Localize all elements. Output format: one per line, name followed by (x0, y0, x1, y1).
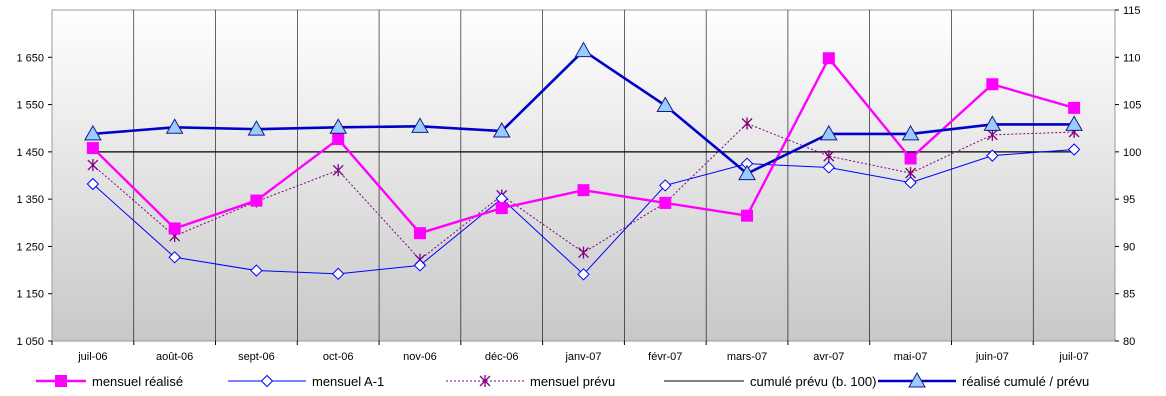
data-point (578, 246, 589, 259)
data-point (331, 267, 345, 281)
data-point (738, 164, 756, 181)
x-tick-label: avr-07 (813, 351, 844, 363)
axes: 1 050 1 150 1 250 1 350 1 450 1 550 1 650 80 85 9… (16, 5, 1141, 363)
legend-item: réalisé cumulé / prévu (878, 371, 1089, 389)
y-left-tick-label: 1 550 (16, 100, 44, 112)
data-point (1067, 143, 1081, 156)
data-point (495, 202, 508, 215)
y-right-tick-label: 115 (1123, 5, 1141, 17)
y-right-tick-label: 100 (1123, 147, 1141, 159)
series-1 (86, 143, 1081, 281)
legend-label: mensuel A-1 (312, 374, 384, 389)
data-point (86, 142, 99, 155)
series-4 (84, 41, 1083, 181)
data-point (87, 159, 99, 172)
y-right-tick-label: 80 (1123, 336, 1135, 348)
legend-label: cumulé prévu (b. 100) (750, 374, 876, 389)
data-point (413, 227, 426, 240)
x-tick-label: août-06 (156, 351, 193, 363)
legend-swatch-marker (479, 375, 491, 387)
y-left-tick-label: 1 050 (16, 336, 44, 348)
x-tick-label: févr-07 (648, 351, 682, 363)
data-point (168, 251, 181, 264)
y-right-tick-label: 110 (1123, 52, 1141, 64)
legend-swatch-marker (260, 374, 274, 388)
data-point (901, 124, 920, 141)
data-point (250, 264, 263, 277)
data-point (656, 96, 675, 113)
data-point (329, 118, 348, 134)
y-right-tick-label: 95 (1123, 194, 1135, 206)
x-tick-label: nov-06 (403, 351, 437, 363)
data-point (986, 149, 999, 162)
data-point (741, 117, 753, 130)
x-tick-label: déc-06 (485, 351, 519, 363)
x-tick-label: mars-07 (727, 351, 767, 363)
x-tick-label: juil-06 (77, 351, 107, 363)
data-point (574, 41, 593, 58)
x-tick-label: janv-07 (564, 351, 601, 363)
data-point (659, 179, 672, 192)
x-tick-label: oct-06 (323, 351, 354, 363)
legend-item: mensuel réalisé (36, 374, 183, 389)
y-right-tick-label: 85 (1123, 289, 1135, 301)
legend-swatch-marker (55, 375, 67, 387)
x-tick-label: sept-06 (238, 351, 275, 363)
data-point (413, 259, 427, 272)
y-right-tick-label: 90 (1123, 241, 1135, 253)
y-left-tick-label: 1 450 (16, 147, 44, 159)
legend-label: mensuel réalisé (92, 374, 183, 389)
data-point (904, 152, 917, 165)
x-tick-label: mai-07 (894, 351, 928, 363)
data-point (983, 115, 1002, 131)
data-point (84, 124, 102, 141)
data-point (332, 133, 345, 146)
x-tick-label: juin-07 (975, 351, 1009, 363)
data-point (247, 120, 266, 136)
x-tick-label: juil-07 (1058, 351, 1088, 363)
legend-item: mensuel A-1 (228, 374, 384, 389)
legend-label: mensuel prévu (530, 374, 615, 389)
data-point (741, 209, 754, 222)
y-left-tick-label: 1 350 (16, 194, 44, 206)
data-point (165, 118, 184, 134)
plot-area (51, 9, 1116, 342)
data-point (411, 117, 429, 133)
series-layer (84, 41, 1083, 281)
data-point (822, 52, 835, 65)
data-point (659, 196, 672, 209)
data-point (492, 122, 511, 138)
data-point (86, 177, 100, 191)
data-point (904, 176, 917, 189)
data-point (819, 124, 838, 141)
data-point (823, 150, 835, 163)
gridlines (133, 10, 1034, 341)
legend-swatch-marker (908, 371, 926, 388)
y-left-tick-label: 1 650 (16, 52, 44, 64)
y-left-tick-label: 1 250 (16, 241, 44, 253)
data-point (168, 222, 181, 235)
y-left-tick-label: 1 150 (16, 289, 44, 301)
legend-label: réalisé cumulé / prévu (962, 374, 1089, 389)
series-0 (86, 52, 1081, 240)
data-point (1065, 115, 1083, 131)
data-point (577, 184, 590, 197)
legend: mensuel réalisé mensuel A-1 mensuel prévu c… (36, 371, 1089, 389)
data-point (332, 164, 344, 177)
legend-item: mensuel prévu (446, 374, 615, 389)
data-point (1068, 101, 1081, 114)
data-point (986, 78, 999, 91)
legend-item: cumulé prévu (b. 100) (664, 374, 876, 389)
data-point (822, 161, 836, 174)
data-point (577, 268, 590, 281)
data-point (250, 194, 263, 207)
y-right-tick-label: 105 (1123, 100, 1141, 112)
